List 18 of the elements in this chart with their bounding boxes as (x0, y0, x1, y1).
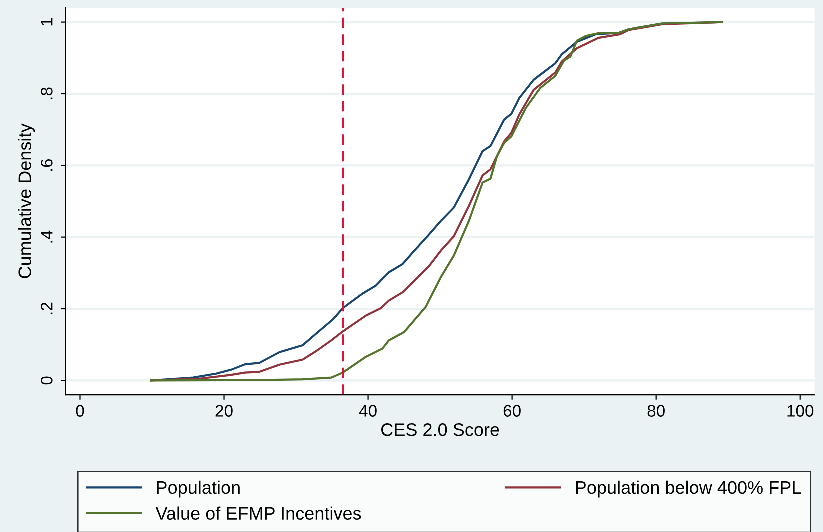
legend-label: Population below 400% FPL (576, 480, 802, 498)
y-tick-label: 1 (41, 18, 53, 26)
x-tick-label: 0 (76, 405, 84, 417)
y-tick-label: 0 (41, 376, 53, 385)
y-tick-label: .8 (41, 88, 53, 100)
x-tick-label: 60 (504, 405, 521, 417)
x-tick-label: 100 (788, 405, 814, 417)
legend-label: Population (157, 480, 240, 498)
y-tick-label: .6 (41, 159, 53, 172)
y-tick-label: .4 (41, 230, 53, 243)
y-axis-title: Cumulative Density (18, 124, 36, 278)
x-axis-title: CES 2.0 Score (382, 424, 500, 436)
line-series (150, 21, 723, 382)
x-tick-label: 20 (216, 405, 233, 417)
legend-label: Value of EFMP Incentives (156, 506, 362, 520)
x-tick-label: 40 (359, 405, 377, 417)
y-tick-label: .2 (41, 302, 53, 314)
x-tick-label: 80 (648, 405, 665, 417)
